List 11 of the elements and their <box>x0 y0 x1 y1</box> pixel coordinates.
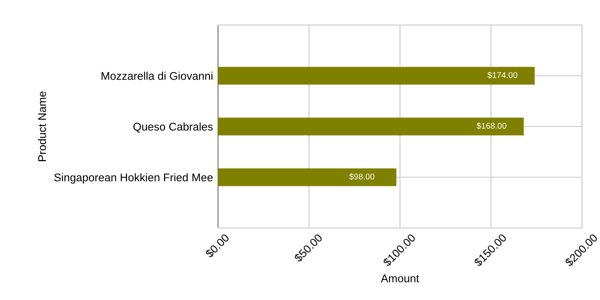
y-axis-title: Product Name <box>38 91 46 162</box>
y-tick-label: Singaporean Hokkien Fried Mee <box>54 173 213 184</box>
bar <box>218 168 396 186</box>
bar <box>218 118 524 136</box>
data-label: $168.00 <box>476 122 506 130</box>
x-axis-title: Amount <box>380 274 420 282</box>
data-label: $174.00 <box>488 72 518 78</box>
y-tick-label: Queso Cabrales <box>133 122 213 133</box>
bar <box>218 66 535 85</box>
data-label: $98.00 <box>349 173 374 180</box>
y-tick-label: Mozzarella di Giovanni <box>102 72 212 80</box>
